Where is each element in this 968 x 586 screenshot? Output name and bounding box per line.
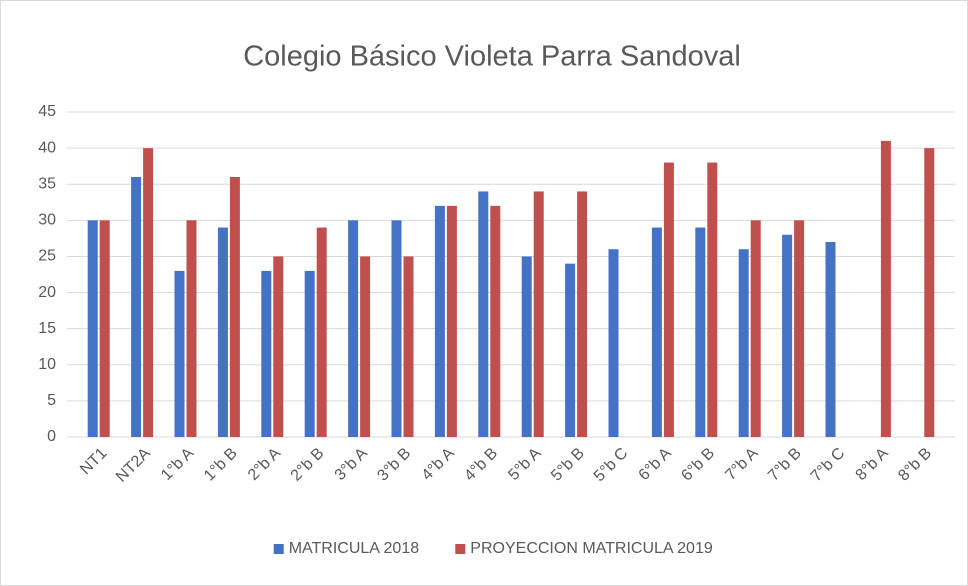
bar — [794, 220, 805, 437]
y-tick-label: 30 — [38, 212, 56, 229]
bar — [391, 220, 402, 437]
bar — [695, 227, 706, 437]
bar — [143, 148, 154, 437]
bar — [403, 256, 414, 437]
bar — [273, 256, 284, 437]
bar — [707, 162, 718, 438]
bar — [825, 242, 836, 437]
y-tick-label: 45 — [38, 103, 56, 120]
bar — [360, 256, 371, 437]
bar — [565, 263, 576, 437]
legend-label: PROYECCION MATRICULA 2019 — [470, 540, 713, 557]
bar — [750, 220, 761, 437]
y-tick-label: 20 — [38, 284, 56, 301]
y-tick-label: 15 — [38, 320, 56, 337]
y-tick-label: 5 — [47, 392, 56, 409]
bar — [663, 162, 674, 438]
bar — [261, 270, 272, 437]
bar — [533, 191, 544, 437]
bar — [316, 227, 327, 437]
y-tick-label: 35 — [38, 175, 56, 192]
bar — [924, 148, 935, 437]
bar — [87, 220, 98, 437]
bar — [782, 234, 793, 437]
bar — [348, 220, 359, 437]
y-tick-label: 25 — [38, 248, 56, 265]
bar — [217, 227, 228, 437]
bar — [880, 140, 891, 437]
bar — [99, 220, 110, 437]
bar — [446, 205, 457, 437]
bar — [738, 249, 749, 437]
legend-swatch — [455, 544, 466, 554]
legend-swatch — [273, 544, 284, 554]
y-tick-label: 10 — [38, 356, 56, 373]
bar — [131, 177, 142, 437]
bar — [577, 191, 588, 437]
bar — [174, 270, 185, 437]
y-tick-label: 40 — [38, 139, 56, 156]
y-tick-label: 0 — [47, 428, 56, 445]
bar — [229, 177, 240, 437]
bar — [651, 227, 662, 437]
legend-label: MATRICULA 2018 — [289, 540, 420, 557]
chart-title: Colegio Básico Violeta Parra Sandoval — [243, 41, 741, 73]
bar — [304, 270, 315, 437]
bar — [608, 249, 619, 437]
bar — [490, 205, 501, 437]
bar — [186, 220, 197, 437]
bar — [478, 191, 489, 437]
bar — [521, 256, 532, 437]
bar — [434, 205, 445, 437]
